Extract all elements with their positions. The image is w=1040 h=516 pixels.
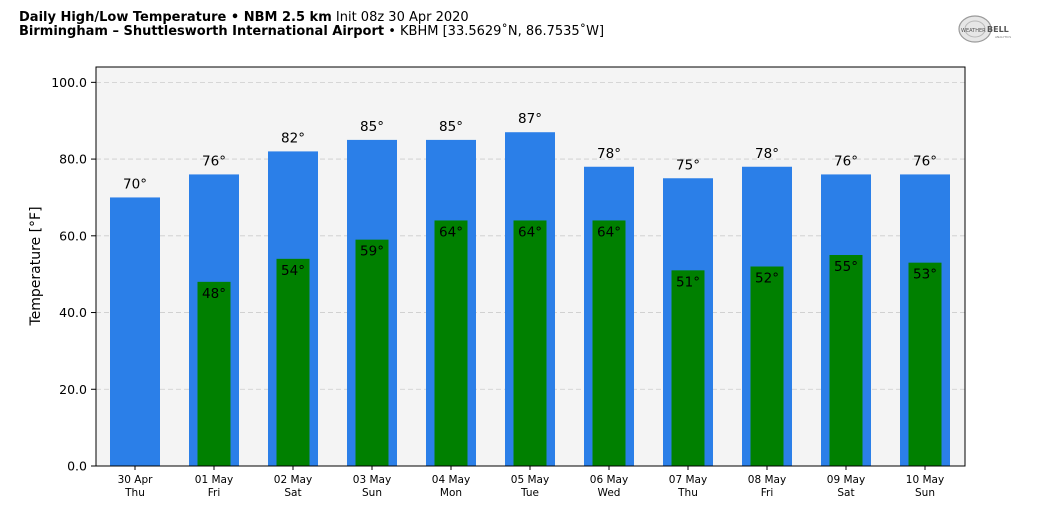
high-label: 87°	[518, 111, 542, 127]
chart-subtitle: Birmingham – Shuttlesworth International…	[19, 24, 604, 39]
high-label: 78°	[755, 146, 779, 162]
low-bar	[829, 254, 863, 466]
x-tick-date: 01 May	[195, 474, 233, 486]
x-tick-date: 06 May	[590, 474, 628, 486]
x-tick-day: Fri	[761, 487, 774, 499]
high-label: 70°	[123, 176, 147, 192]
low-bar	[592, 220, 626, 466]
low-label: 64°	[518, 224, 542, 240]
low-label: 52°	[755, 271, 779, 287]
x-tick-date: 03 May	[353, 474, 391, 486]
low-bar	[908, 262, 942, 466]
svg-text:BELL: BELL	[987, 25, 1009, 34]
svg-text:ANALYTICS: ANALYTICS	[995, 35, 1011, 39]
high-label: 85°	[439, 119, 463, 135]
x-tick-day: Sun	[362, 487, 382, 499]
x-tick-day: Mon	[440, 487, 462, 499]
svg-text:WEATHER: WEATHER	[961, 28, 986, 34]
x-tick-date: 09 May	[827, 474, 865, 486]
x-tick-day: Fri	[208, 487, 221, 499]
low-label: 55°	[834, 259, 858, 275]
low-label: 64°	[597, 224, 621, 240]
x-tick-date: 30 Apr	[118, 474, 154, 486]
y-tick-label: 40.0	[59, 305, 87, 320]
low-label: 59°	[360, 244, 384, 260]
y-tick-label: 80.0	[59, 152, 87, 167]
low-label: 53°	[913, 267, 937, 283]
low-bar	[750, 266, 784, 466]
y-axis-label: Temperature [°F]	[28, 206, 44, 326]
x-tick-day: Sat	[837, 487, 854, 499]
high-bar	[110, 197, 160, 466]
x-tick-date: 02 May	[274, 474, 312, 486]
y-tick-label: 20.0	[59, 382, 87, 397]
high-label: 75°	[676, 157, 700, 173]
low-label: 64°	[439, 224, 463, 240]
title-bold: Daily High/Low Temperature • NBM 2.5 km	[19, 10, 332, 25]
x-tick-date: 08 May	[748, 474, 786, 486]
low-bar	[276, 258, 310, 466]
x-tick-day: Thu	[124, 487, 145, 499]
x-tick-day: Sat	[284, 487, 301, 499]
x-tick-day: Sun	[915, 487, 935, 499]
high-label: 78°	[597, 146, 621, 162]
x-tick-day: Thu	[677, 487, 698, 499]
y-axis: 0.0 20.0 40.0 60.0 80.0 100.0	[51, 75, 96, 474]
bar-value-labels: 70° 76° 48° 82° 54° 85° 59° 85° 64° 87° 64° 78° 64° 7…	[123, 111, 937, 302]
high-label: 76°	[913, 153, 937, 169]
low-bar	[197, 281, 231, 466]
high-label: 76°	[202, 153, 226, 169]
low-label: 48°	[202, 286, 226, 302]
high-label: 76°	[834, 153, 858, 169]
y-tick-label: 100.0	[51, 75, 87, 90]
y-tick-label: 60.0	[59, 228, 87, 243]
x-tick-date: 07 May	[669, 474, 707, 486]
low-bar	[355, 239, 389, 466]
location-name: Birmingham – Shuttlesworth International…	[19, 24, 385, 39]
x-tick-day: Tue	[520, 487, 539, 499]
location-coords: • KBHM [33.5629˚N, 86.7535˚W]	[388, 24, 605, 39]
low-bar	[434, 220, 468, 466]
low-bar	[671, 270, 705, 466]
low-temp-bars	[197, 220, 942, 466]
low-label: 54°	[281, 263, 305, 279]
low-bar	[513, 220, 547, 466]
init-time: Init 08z 30 Apr 2020	[335, 10, 469, 25]
x-tick-day: Wed	[598, 487, 621, 499]
high-label: 82°	[281, 130, 305, 146]
chart-title: Daily High/Low Temperature • NBM 2.5 km …	[19, 10, 469, 25]
x-tick-date: 05 May	[511, 474, 549, 486]
weatherbell-logo: WEATHER BELL ANALYTICS	[958, 15, 1011, 43]
x-tick-date: 10 May	[906, 474, 944, 486]
high-label: 85°	[360, 119, 384, 135]
x-tick-date: 04 May	[432, 474, 470, 486]
low-label: 51°	[676, 274, 700, 290]
y-tick-label: 0.0	[67, 459, 87, 474]
